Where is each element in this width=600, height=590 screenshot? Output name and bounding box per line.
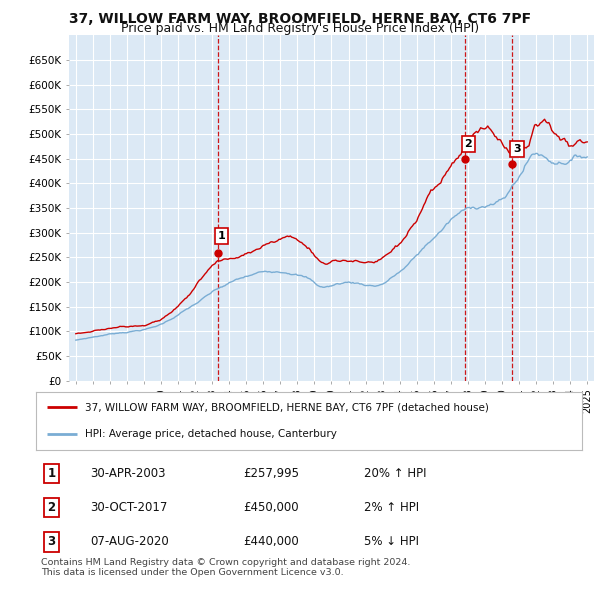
Text: £440,000: £440,000	[244, 535, 299, 548]
Text: Contains HM Land Registry data © Crown copyright and database right 2024.
This d: Contains HM Land Registry data © Crown c…	[41, 558, 410, 577]
Text: 30-OCT-2017: 30-OCT-2017	[91, 501, 168, 514]
Text: 3: 3	[513, 144, 521, 154]
Text: 2% ↑ HPI: 2% ↑ HPI	[364, 501, 419, 514]
Text: 3: 3	[47, 535, 55, 548]
Text: 07-AUG-2020: 07-AUG-2020	[91, 535, 169, 548]
Text: 2: 2	[464, 139, 472, 149]
Text: 37, WILLOW FARM WAY, BROOMFIELD, HERNE BAY, CT6 7PF: 37, WILLOW FARM WAY, BROOMFIELD, HERNE B…	[69, 12, 531, 26]
Text: 1: 1	[47, 467, 55, 480]
Text: 20% ↑ HPI: 20% ↑ HPI	[364, 467, 426, 480]
Text: 2: 2	[47, 501, 55, 514]
Text: 30-APR-2003: 30-APR-2003	[91, 467, 166, 480]
Text: 1: 1	[217, 231, 225, 241]
Text: HPI: Average price, detached house, Canterbury: HPI: Average price, detached house, Cant…	[85, 429, 337, 439]
Text: Price paid vs. HM Land Registry's House Price Index (HPI): Price paid vs. HM Land Registry's House …	[121, 22, 479, 35]
Text: £450,000: £450,000	[244, 501, 299, 514]
Text: 5% ↓ HPI: 5% ↓ HPI	[364, 535, 419, 548]
Text: 37, WILLOW FARM WAY, BROOMFIELD, HERNE BAY, CT6 7PF (detached house): 37, WILLOW FARM WAY, BROOMFIELD, HERNE B…	[85, 402, 489, 412]
Text: £257,995: £257,995	[244, 467, 299, 480]
